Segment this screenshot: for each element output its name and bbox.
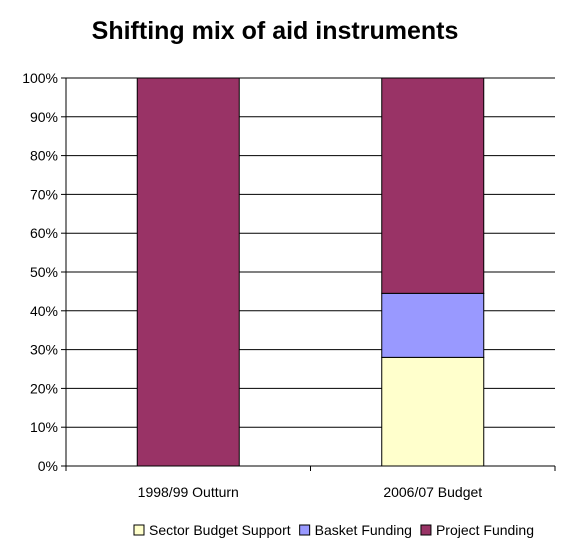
y-tick-label: 10% [30,419,58,435]
y-tick-label: 100% [22,70,58,86]
y-tick-label: 60% [30,225,58,241]
y-tick-label: 40% [30,303,58,319]
legend-label: Project Funding [436,522,534,538]
legend-swatch [300,525,310,535]
bar-segment-sector-budget-support [382,357,484,466]
legend-label: Basket Funding [315,522,412,538]
x-tick-label: 1998/99 Outturn [138,484,239,500]
legend: Sector Budget Support Basket Funding Proje… [134,522,534,538]
y-tick-label: 80% [30,148,58,164]
y-tick-label: 50% [30,264,58,280]
y-tick-label: 0% [38,458,58,474]
legend-label: Sector Budget Support [149,522,291,538]
legend-swatch [421,525,431,535]
bar-segment-project-funding [137,78,239,466]
y-tick-label: 70% [30,186,58,202]
chart-title: Shifting mix of aid instruments [92,17,459,45]
y-tick-label: 90% [30,109,58,125]
bar-segment-basket-funding [382,293,484,357]
y-tick-label: 30% [30,342,58,358]
bar-segment-project-funding [382,78,484,293]
legend-swatch [134,525,144,535]
x-tick-label: 2006/07 Budget [383,484,482,500]
y-tick-label: 20% [30,380,58,396]
